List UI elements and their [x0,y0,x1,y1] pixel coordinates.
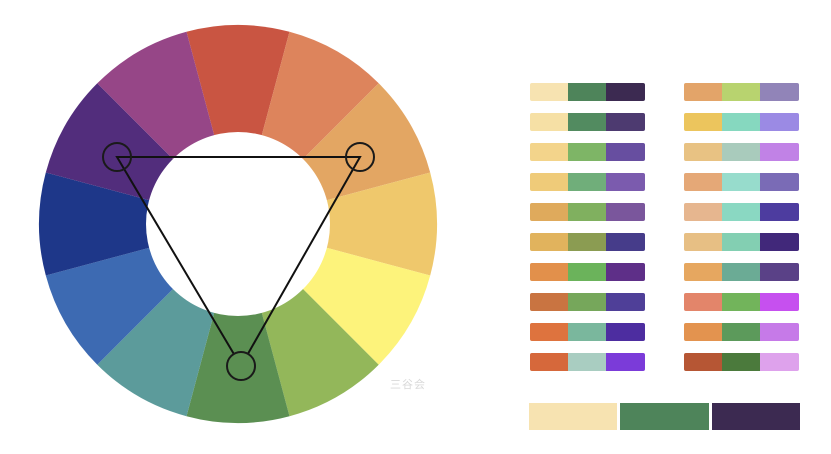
palette-swatch [722,173,760,191]
palette-row-right-8[interactable] [684,293,799,311]
palette-swatch [684,263,722,281]
palette-swatch [568,203,606,221]
selected-swatch [711,403,800,430]
palette-swatch [760,173,799,191]
palette-swatch [760,323,799,341]
palette-row-right-1[interactable] [684,83,799,101]
palette-row-left-6[interactable] [530,233,645,251]
palette-row-right-4[interactable] [684,173,799,191]
palette-swatch [606,263,645,281]
palette-swatch [530,203,568,221]
palette-swatch [760,113,799,131]
palette-swatch [684,293,722,311]
palette-swatch [568,83,606,101]
palette-row-left-8[interactable] [530,293,645,311]
palette-swatch [722,203,760,221]
palette-row-right-9[interactable] [684,323,799,341]
palette-swatch [684,323,722,341]
marker-violet[interactable] [102,142,132,172]
palette-swatch [568,233,606,251]
palette-swatch [530,83,568,101]
palette-row-left-3[interactable] [530,143,645,161]
palette-swatch [606,353,645,371]
palette-swatch [606,143,645,161]
palette-list-left [530,83,645,383]
selected-palette [529,403,800,430]
palette-swatch [760,143,799,161]
selected-swatch [529,403,618,430]
palette-swatch [684,143,722,161]
palette-swatch [530,233,568,251]
wheel-segment[interactable] [39,172,238,276]
palette-swatch [530,293,568,311]
palette-row-right-5[interactable] [684,203,799,221]
palette-swatch [684,233,722,251]
palette-swatch [606,233,645,251]
palette-swatch [760,293,799,311]
palette-swatch [722,143,760,161]
palette-swatch [760,353,799,371]
palette-swatch [606,203,645,221]
palette-swatch [606,173,645,191]
palette-row-right-10[interactable] [684,353,799,371]
palette-row-right-3[interactable] [684,143,799,161]
palette-swatch [568,263,606,281]
palette-swatch [722,323,760,341]
palette-swatch [760,83,799,101]
palette-swatch [606,113,645,131]
palette-swatch [760,263,799,281]
palette-row-left-4[interactable] [530,173,645,191]
palette-swatch [568,113,606,131]
palette-swatch [722,83,760,101]
palette-swatch [760,233,799,251]
palette-swatch [722,113,760,131]
palette-list-right [684,83,799,383]
palette-row-left-5[interactable] [530,203,645,221]
palette-swatch [684,173,722,191]
palette-swatch [684,353,722,371]
palette-swatch [722,233,760,251]
palette-swatch [606,323,645,341]
palette-swatch [760,203,799,221]
palette-swatch [684,203,722,221]
color-wheel-center [146,132,330,316]
palette-row-left-9[interactable] [530,323,645,341]
palette-swatch [568,143,606,161]
palette-swatch [530,263,568,281]
palette-row-right-2[interactable] [684,113,799,131]
palette-swatch [722,353,760,371]
palette-swatch [530,113,568,131]
palette-row-left-2[interactable] [530,113,645,131]
marker-green[interactable] [226,351,256,381]
triad-triangle [115,156,362,368]
palette-swatch [530,173,568,191]
palette-swatch [722,263,760,281]
palette-row-right-7[interactable] [684,263,799,281]
palette-swatch [684,83,722,101]
palette-row-left-7[interactable] [530,263,645,281]
palette-swatch [684,113,722,131]
color-wheel [39,25,437,423]
palette-swatch [568,173,606,191]
marker-yellow-orange[interactable] [345,142,375,172]
wheel-segment[interactable] [186,224,290,423]
watermark: 三谷会 [390,378,426,391]
palette-row-left-10[interactable] [530,353,645,371]
palette-swatch [606,293,645,311]
wheel-segment[interactable] [238,172,437,276]
palette-swatch [568,353,606,371]
palette-row-left-1[interactable] [530,83,645,101]
palette-swatch [530,143,568,161]
palette-swatch [568,323,606,341]
palette-swatch [530,323,568,341]
palette-swatch [568,293,606,311]
palette-swatch [606,83,645,101]
wheel-segment[interactable] [186,25,290,224]
palette-row-right-6[interactable] [684,233,799,251]
palette-swatch [722,293,760,311]
palette-swatch [530,353,568,371]
selected-swatch [620,403,709,430]
